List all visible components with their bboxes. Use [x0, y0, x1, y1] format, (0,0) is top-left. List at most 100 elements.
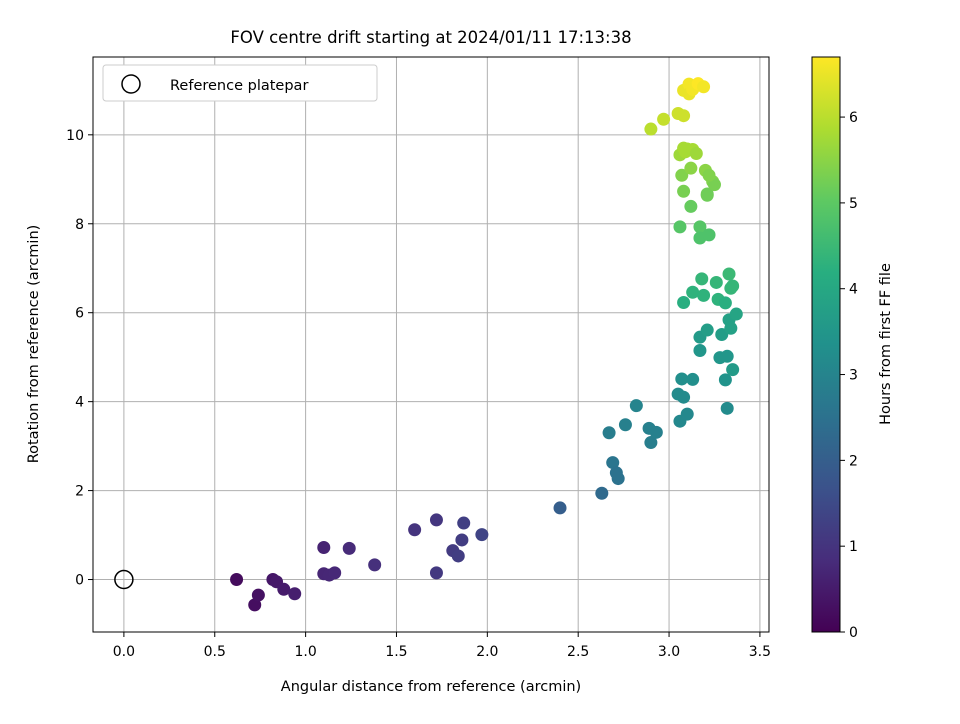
data-point — [317, 541, 331, 555]
data-point — [248, 598, 262, 612]
colorbar-tick-label: 6 — [849, 110, 858, 126]
data-point — [618, 418, 632, 432]
data-point — [726, 279, 740, 293]
data-point — [368, 558, 382, 572]
colorbar-tick-label: 5 — [849, 196, 858, 212]
data-point — [702, 228, 716, 242]
data-point — [251, 588, 265, 602]
data-point — [693, 344, 707, 358]
chart-title: FOV centre drift starting at 2024/01/11 … — [230, 28, 631, 47]
data-point — [677, 109, 691, 123]
data-point — [684, 199, 698, 213]
data-points — [230, 77, 743, 612]
data-point — [451, 549, 465, 563]
data-point — [277, 582, 291, 596]
data-point — [457, 516, 471, 530]
colorbar-tick-label: 1 — [849, 539, 858, 555]
data-point — [649, 425, 663, 439]
data-point — [722, 267, 736, 281]
data-point — [342, 541, 356, 555]
data-point — [709, 275, 723, 289]
legend-reference-marker — [121, 74, 141, 94]
legend-box — [102, 64, 378, 102]
y-tick-label: 6 — [75, 306, 84, 322]
y-tick-label: 0 — [75, 573, 84, 589]
y-tick-label: 8 — [75, 217, 84, 233]
data-point — [553, 501, 567, 515]
grid — [93, 57, 769, 632]
data-point — [606, 456, 620, 470]
data-point — [700, 323, 714, 337]
y-axis-ticks: 0 2 4 6 8 10 — [66, 128, 93, 589]
data-point — [720, 401, 734, 415]
data-point — [677, 295, 691, 309]
y-axis-label: Rotation from reference (arcmin) — [26, 225, 42, 464]
data-point — [675, 168, 689, 182]
data-point — [695, 272, 709, 286]
x-tick-label: 3.0 — [658, 644, 680, 660]
y-tick-label: 4 — [75, 395, 84, 411]
data-point — [684, 161, 698, 175]
colorbar: 0 1 2 3 4 5 6 Hours from first FF file — [811, 56, 894, 641]
data-point — [715, 327, 729, 341]
data-point — [724, 321, 738, 335]
data-point — [657, 112, 671, 126]
x-tick-label: 1.5 — [385, 644, 407, 660]
data-point — [288, 587, 302, 601]
data-point — [475, 528, 489, 542]
data-point — [611, 472, 625, 486]
colorbar-gradient — [811, 56, 841, 633]
data-point — [677, 390, 691, 404]
reference-marker — [114, 569, 134, 590]
legend-entry-reference: Reference platepar — [170, 78, 308, 94]
data-point — [429, 566, 443, 580]
data-point — [729, 307, 743, 321]
data-point — [697, 80, 711, 94]
x-tick-label: 0.0 — [113, 644, 135, 660]
plot-frame — [92, 56, 770, 633]
data-point — [595, 486, 609, 500]
colorbar-label: Hours from first FF file — [878, 263, 894, 425]
data-point — [689, 147, 703, 161]
data-point — [718, 373, 732, 387]
data-point — [230, 573, 244, 587]
data-point — [673, 220, 687, 234]
data-point — [697, 288, 711, 302]
data-point — [686, 372, 700, 386]
y-tick-label: 10 — [66, 128, 84, 144]
data-point — [602, 426, 616, 440]
x-tick-label: 0.5 — [204, 644, 226, 660]
data-point — [629, 399, 643, 413]
x-axis-ticks: 0.0 0.5 1.0 1.5 2.0 2.5 3.0 3.5 — [113, 632, 771, 660]
data-point — [455, 533, 469, 547]
data-point — [702, 168, 716, 182]
data-point — [675, 372, 689, 386]
data-point — [429, 513, 443, 527]
x-tick-label: 1.0 — [294, 644, 316, 660]
data-point — [686, 285, 700, 299]
data-point — [700, 187, 714, 201]
colorbar-tick-label: 0 — [849, 625, 858, 641]
data-point — [693, 220, 707, 234]
data-point — [680, 407, 694, 421]
colorbar-tick-label: 3 — [849, 368, 858, 384]
x-tick-label: 3.5 — [749, 644, 771, 660]
x-tick-label: 2.5 — [567, 644, 589, 660]
data-point — [328, 566, 342, 580]
colorbar-tick-label: 4 — [849, 282, 858, 298]
x-axis-label: Angular distance from reference (arcmin) — [281, 679, 581, 695]
data-point — [677, 184, 691, 198]
legend: Reference platepar — [102, 64, 378, 102]
data-point — [720, 349, 734, 363]
y-tick-label: 2 — [75, 484, 84, 500]
data-point — [644, 436, 658, 450]
data-point — [718, 296, 732, 310]
x-tick-label: 2.0 — [476, 644, 498, 660]
data-point — [644, 122, 658, 136]
colorbar-tick-label: 2 — [849, 453, 858, 469]
data-point — [408, 523, 422, 537]
data-point — [726, 363, 740, 377]
colorbar-ticks: 0 1 2 3 4 5 6 — [840, 110, 858, 641]
